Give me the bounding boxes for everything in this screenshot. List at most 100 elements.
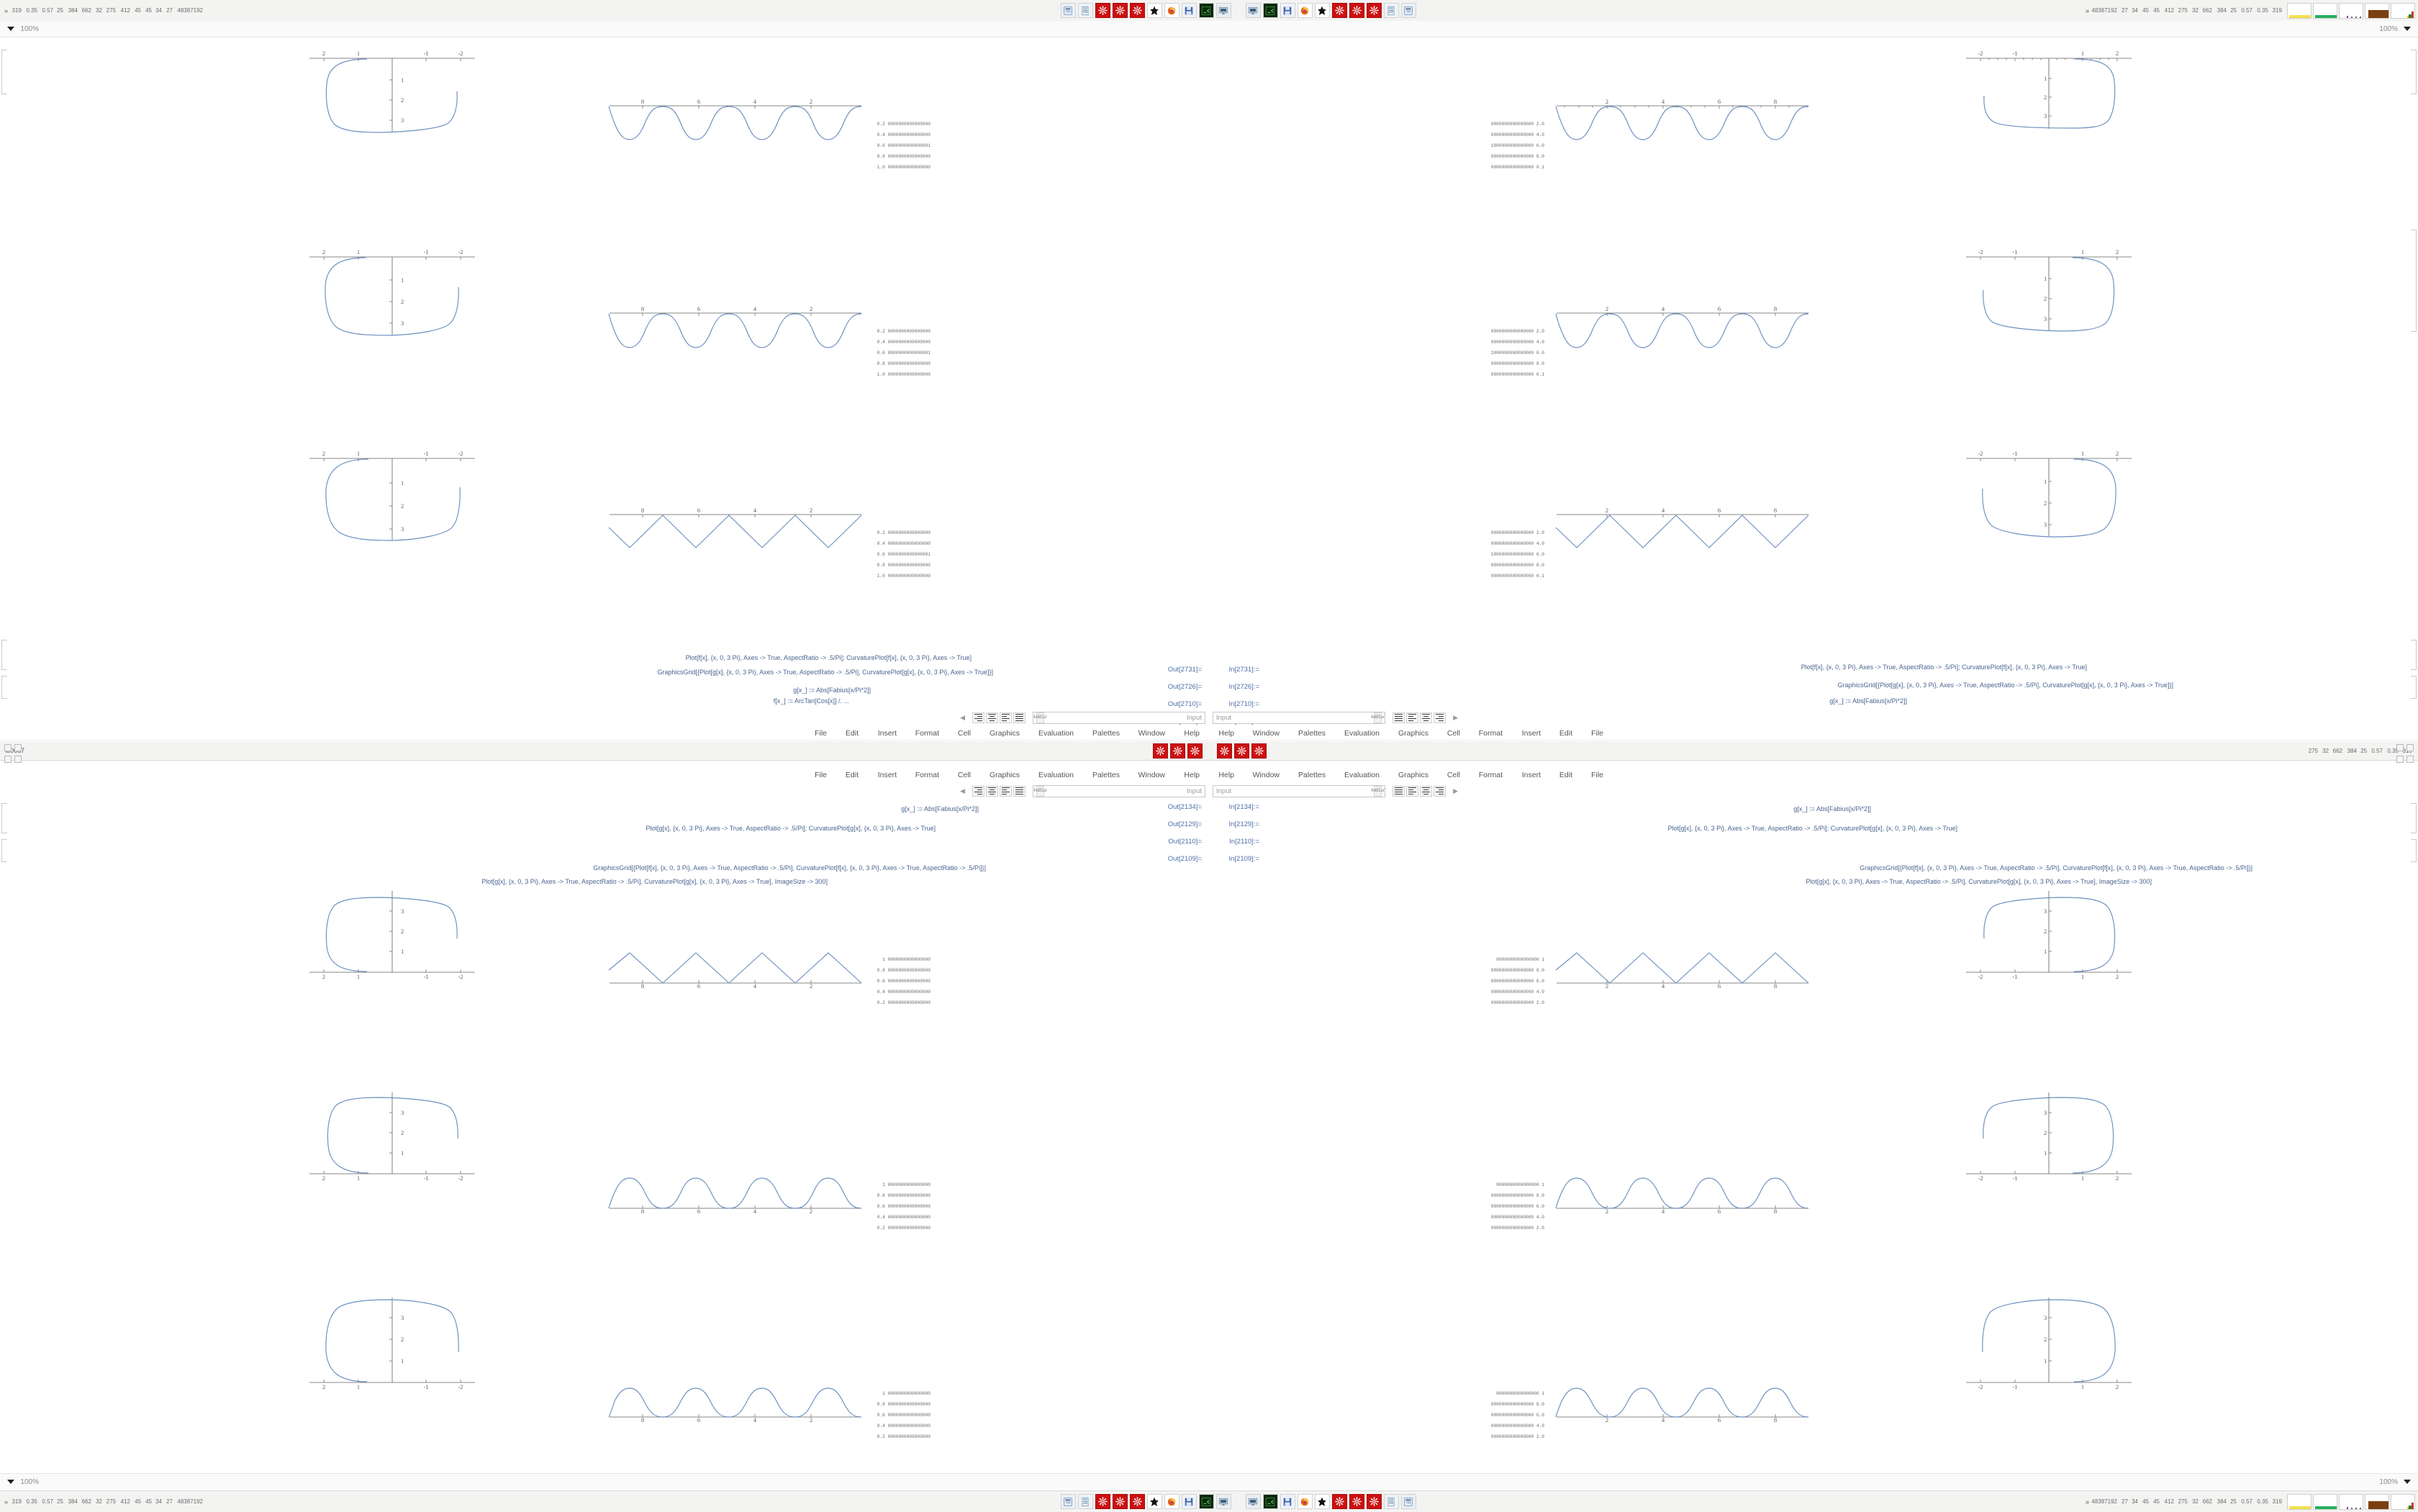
plot-wave-cos-left-2[interactable]: 2 4 6 8 <box>1551 305 1810 352</box>
menu-item-insert-mirror[interactable]: Insert <box>877 771 897 779</box>
plot-curvature-loop-r3[interactable]: -2 -1 1 2 1 2 3 <box>302 450 482 541</box>
menu-item-evaluation-mirror[interactable]: Evaluation <box>1038 729 1074 738</box>
menu-item-cell[interactable]: Cell <box>1446 729 1461 738</box>
in-label-b[interactable]: In[2109]:= <box>1228 855 1259 863</box>
style-combo-left[interactable]: \u25b4 Input <box>1213 711 1385 724</box>
cell-bracket[interactable] <box>1 803 7 833</box>
zoom-dropdown-arrow-left[interactable] <box>2404 27 2411 31</box>
align-justify-button[interactable] <box>1393 712 1405 723</box>
style-combo-right[interactable]: Input \u25b4 <box>1033 711 1205 724</box>
mathematica-icon[interactable] <box>1234 743 1249 759</box>
minimize-icon-3[interactable] <box>14 744 22 751</box>
terminal-icon[interactable] <box>1263 1494 1278 1509</box>
floppy-save-icon[interactable] <box>1280 1494 1295 1509</box>
align-left-button[interactable] <box>972 785 984 797</box>
cell-bracket[interactable] <box>2411 803 2417 833</box>
zoom-dropdown-arrow-right[interactable] <box>7 27 14 31</box>
mathematica-icon[interactable] <box>1095 1494 1110 1509</box>
align-right-button[interactable] <box>1406 712 1418 723</box>
chevron-expand-icon-b2[interactable]: » <box>4 1498 9 1506</box>
plot-curvature-loop-br3[interactable]: -2 -1 1 2 1 2 3 <box>302 1296 482 1390</box>
align-left-button[interactable] <box>972 712 984 723</box>
code-line-1[interactable]: Plot[f[x], {x, 0, 3 Pi}, Axes -> True, A… <box>1801 664 2087 671</box>
scroll-right-arrow[interactable]: ◀ <box>960 713 965 721</box>
monitor-icon[interactable] <box>1216 3 1231 18</box>
align-center-button[interactable] <box>986 712 998 723</box>
plot-wave-cos-left-1[interactable]: 2 4 6 8 <box>1551 98 1810 145</box>
menu-item-format[interactable]: Format <box>1479 771 1503 779</box>
mathematica-icon[interactable] <box>1130 1494 1145 1509</box>
window-controls-right[interactable] <box>4 743 22 753</box>
mathematica-icon[interactable] <box>1367 1494 1382 1509</box>
code-line-br4[interactable]: Plot[g[x], {x, 0, 3 Pi}, Axes -> True, A… <box>481 878 828 885</box>
in-label[interactable]: In[2731]:= <box>1228 666 1259 674</box>
menu-item-window-mirror[interactable]: Window <box>1138 771 1166 779</box>
menu-item-graphics[interactable]: Graphics <box>1398 729 1428 738</box>
cell-bracket[interactable] <box>2411 640 2417 670</box>
code-line-3[interactable]: g[x_] := Abs[Fabius[x/Pi*2]] <box>1829 697 1907 705</box>
divider-launcher-group[interactable] <box>379 743 2041 759</box>
terminal-icon[interactable] <box>1199 1494 1214 1509</box>
menu-item-graphics-mirror[interactable]: Graphics <box>990 729 1020 738</box>
mathematica-icon[interactable] <box>1217 743 1232 759</box>
in-label[interactable]: In[2710]:= <box>1228 700 1259 708</box>
window-controls-left-2[interactable] <box>2396 754 2414 764</box>
menu-item-cell-mirror[interactable]: Cell <box>957 771 972 779</box>
calculator-icon[interactable] <box>1078 3 1093 18</box>
menu-item-file-mirror[interactable]: File <box>815 771 828 779</box>
mathematica-icon[interactable] <box>1095 3 1110 18</box>
menu-item-cell[interactable]: Cell <box>1446 771 1461 779</box>
monitor-icon[interactable] <box>1216 1494 1231 1509</box>
menu-item-window-mirror[interactable]: Window <box>1138 729 1166 738</box>
taskbar-launcher-group-bottom[interactable] <box>407 1494 2070 1509</box>
format-toolbar-bottom[interactable]: ▶ \u25b4 Input Input \u25b4 ◀ <box>0 782 2418 800</box>
in-label-b[interactable]: In[2134]:= <box>1228 803 1259 811</box>
menu-item-palettes-mirror[interactable]: Palettes <box>1092 771 1120 779</box>
menu-item-help[interactable]: Help <box>1218 771 1234 779</box>
plot-wave-triangle-left[interactable]: 2 4 6 8 <box>1551 507 1810 553</box>
out-label-b[interactable]: Out[2110]= <box>1168 838 1202 846</box>
terminal-icon[interactable] <box>1199 3 1214 18</box>
cell-bracket[interactable] <box>2411 230 2417 332</box>
cell-bracket[interactable] <box>2411 676 2417 699</box>
menu-item-graphics[interactable]: Graphics <box>1398 771 1428 779</box>
notebook-bottom[interactable]: ▶ \u25b4 Input Input \u25b4 ◀ g[x_] := A… <box>0 782 2418 1490</box>
combo-spinner-icon-b2[interactable]: \u25b4 <box>1033 785 1047 797</box>
code-line-r1[interactable]: Plot[f[x], {x, 0, 3 Pi}, Axes -> True, A… <box>685 654 972 661</box>
menu-item-help-mirror[interactable]: Help <box>1184 771 1200 779</box>
alignment-buttons-left-b[interactable] <box>1393 785 1446 797</box>
menu-item-window[interactable]: Window <box>1252 729 1280 738</box>
menu-item-edit[interactable]: Edit <box>1559 771 1572 779</box>
combo-spinner-icon[interactable]: \u25b4 <box>1371 712 1385 723</box>
top-taskbar[interactable]: 319 0.35 0.57 25 384 662 32 275 412 45 45 34 27 48387… <box>0 0 2418 22</box>
align-justify-button[interactable] <box>1013 785 1025 797</box>
zoom-dropdown-arrow-b-right[interactable] <box>7 1480 14 1484</box>
mathematica-icon[interactable] <box>1251 743 1267 759</box>
menu-item-format-mirror[interactable]: Format <box>915 729 939 738</box>
code-line-b3[interactable]: GraphicsGrid[{Plot[f[x], {x, 0, 3 Pi}, A… <box>1860 864 2252 872</box>
floppy-save-icon[interactable] <box>1182 3 1197 18</box>
menu-item-file-mirror[interactable]: File <box>815 729 828 738</box>
bottom-taskbar[interactable]: 319 0.35 0.57 25 384 662 32 275 412 45 45 34 27 48387… <box>0 1490 2418 1512</box>
menu-item-palettes-mirror[interactable]: Palettes <box>1092 729 1120 738</box>
doc-icon[interactable] <box>1061 1494 1076 1509</box>
notebook-bottom-zoombar[interactable]: 100% 100% <box>0 1473 2418 1490</box>
out-label-b[interactable]: Out[2129]= <box>1167 820 1202 828</box>
floppy-save-icon[interactable] <box>1182 1494 1197 1509</box>
close-icon[interactable] <box>2406 744 2414 751</box>
menu-item-evaluation-mirror[interactable]: Evaluation <box>1038 771 1074 779</box>
plot-curvature-loop-3[interactable]: 2 1 -1 -2 1 2 3 <box>1959 450 2139 538</box>
system-monitor-group[interactable]: 319 0.35 0.57 25 384 662 32 275 412 45 45 34 27 48387… <box>2070 2 2418 19</box>
calculator-icon[interactable] <box>1384 3 1399 18</box>
plot-curvature-loop-1[interactable]: 2 1 -1 -2 1 2 3 <box>1959 50 2139 130</box>
align-right-button[interactable] <box>1000 712 1012 723</box>
out-label[interactable]: Out[2731]= <box>1167 666 1202 674</box>
mathematica-icon[interactable] <box>1130 3 1145 18</box>
scroll-left-arrow-b[interactable]: ▶ <box>1453 787 1458 795</box>
cell-bracket[interactable] <box>1 839 7 862</box>
menu-item-help[interactable]: Help <box>1218 729 1234 738</box>
monitor-icon[interactable] <box>1246 1494 1261 1509</box>
out-label[interactable]: Out[2710]= <box>1167 700 1202 708</box>
mathematica-icon[interactable] <box>1332 1494 1347 1509</box>
close-icon-3[interactable] <box>4 744 12 751</box>
